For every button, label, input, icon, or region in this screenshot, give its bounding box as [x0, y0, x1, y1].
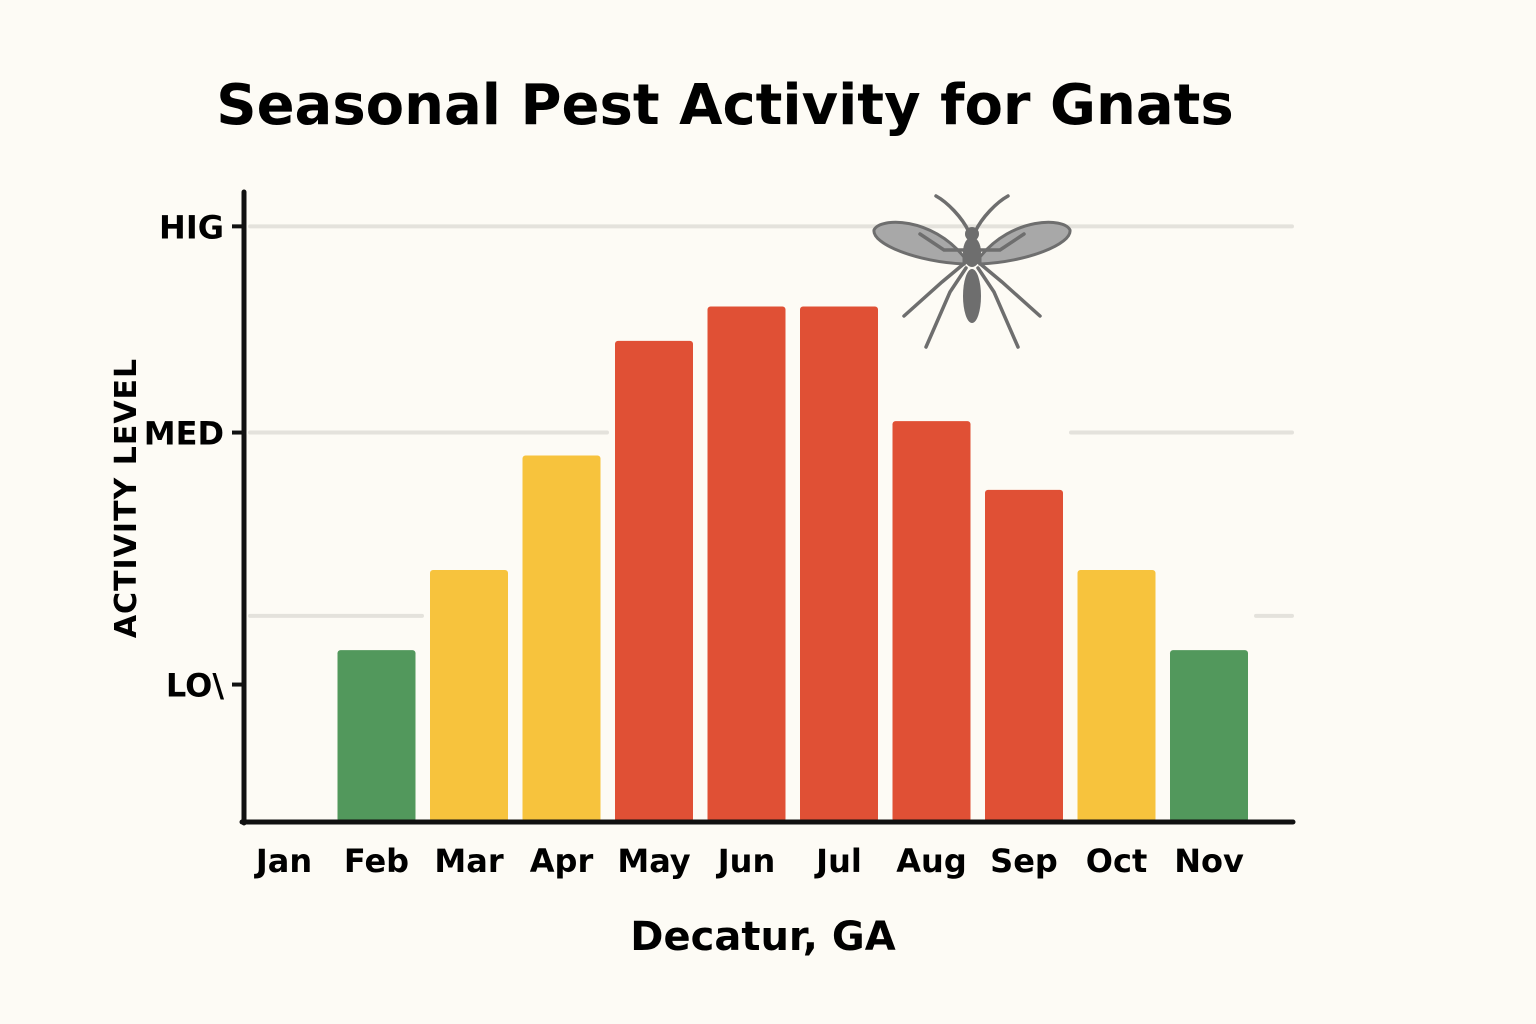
y-axis-ticks: LO\ MED HIG	[144, 208, 244, 705]
bar-apr	[522, 455, 601, 822]
x-tick-label-sep: Sep	[990, 842, 1058, 880]
x-axis-label: Decatur, GA	[630, 914, 895, 960]
x-tick-label-nov: Nov	[1174, 842, 1244, 880]
bar-nov	[1170, 650, 1248, 822]
chart-title: Seasonal Pest Activity for Gnats	[216, 73, 1234, 138]
axes	[239, 189, 1296, 826]
x-tick-label-oct: Oct	[1086, 842, 1147, 880]
bar-sep	[985, 489, 1063, 822]
bar-jul	[800, 306, 878, 823]
bar-feb	[337, 650, 416, 822]
bar-may	[615, 340, 693, 822]
x-tick-label-apr: Apr	[530, 842, 594, 880]
y-tick-label: HIG	[159, 208, 224, 246]
x-tick-label-mar: Mar	[434, 842, 503, 880]
bar-jun	[707, 306, 786, 823]
x-tick-label-jan: Jan	[254, 842, 312, 880]
x-tick-label-jul: Jul	[814, 842, 862, 880]
bar-aug	[892, 421, 971, 822]
x-tick-label-may: May	[617, 842, 690, 880]
y-tick-label: MED	[144, 415, 224, 453]
y-tick-label: LO\	[166, 667, 224, 705]
x-axis-ticks: Jan Feb Mar Apr May Jun Jul Aug Sep Oct Nov	[254, 842, 1244, 880]
bar-mar	[430, 570, 508, 822]
x-tick-label-jun: Jun	[716, 842, 775, 880]
x-tick-label-aug: Aug	[896, 842, 966, 880]
gnat-icon	[872, 194, 1072, 349]
bar-oct	[1077, 570, 1156, 822]
x-tick-label-feb: Feb	[344, 842, 409, 880]
bars	[337, 306, 1248, 823]
gridlines	[248, 224, 1294, 618]
y-axis-label: ACTIVITY LEVEL	[109, 358, 144, 638]
